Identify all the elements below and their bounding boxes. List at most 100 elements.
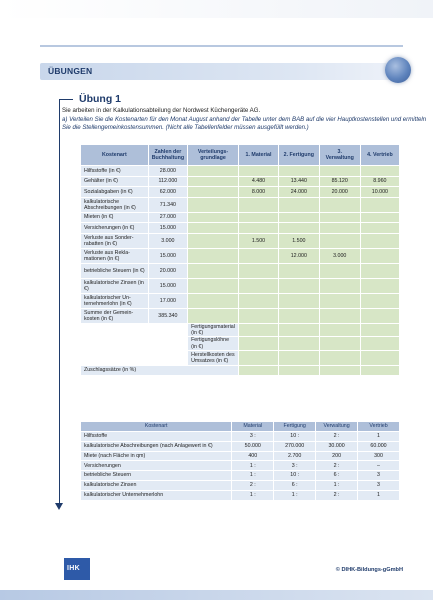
bab-cell-fertigung[interactable] [278,262,320,279]
dist-cell-verwaltung: 2 : [315,460,359,472]
bab-cell-verwaltung[interactable]: 85.120 [318,175,361,188]
dist-cell-material: 3 : [231,431,275,442]
bab-cell-vertrieb[interactable] [359,165,401,177]
bab-cell-grundlage[interactable] [187,165,239,177]
bab-cell-fertigung[interactable]: 24.000 [278,186,320,198]
bab-cell-grundlage[interactable] [187,262,239,279]
bab-row: kalkulatorischer Un­ternehmerlohn (in €)… [80,292,401,309]
bab-cell-material[interactable]: 8.000 [237,186,280,198]
bab-cell-material[interactable] [237,165,280,177]
bab-cell-material[interactable] [237,292,280,309]
bab-cell-material[interactable] [237,196,280,213]
dist-cell-material: 2 : [231,479,275,491]
bab-cell-vertrieb[interactable]: 10.000 [359,186,401,198]
bab-sub-cell[interactable] [359,336,401,351]
bab-sub-cell[interactable] [318,322,361,338]
bab-cell-fertigung[interactable] [278,277,320,294]
bab-cell-buchhaltung: 385.340 [147,307,189,324]
bab-cell-vertrieb[interactable] [359,196,401,213]
distribution-row: Versicherungen 1 :3 :2 : – [79,460,400,472]
bab-cell-verwaltung[interactable] [318,222,361,234]
bab-zuschlag-cell[interactable] [278,364,320,377]
distribution-row: Miete (nach Fläche in qm) 400 2.700 200 300 [79,450,400,462]
bab-cell-buchhaltung: 62.000 [147,186,189,198]
bab-cell-fertigung[interactable]: 13.440 [278,175,320,188]
bab-zuschlag-cell[interactable] [359,364,401,377]
bab-cell-grundlage[interactable] [187,211,239,224]
bab-cell-material[interactable]: 4.480 [237,175,280,188]
bab-cell-fertigung[interactable] [278,222,320,234]
bab-cell-fertigung[interactable] [278,307,320,324]
bab-cell-verwaltung[interactable] [318,307,361,324]
bab-cell-fertigung[interactable]: 12.000 [278,247,320,264]
bab-sub-cell[interactable] [318,349,361,366]
bab-sub-cell[interactable] [359,349,401,366]
bab-sub-row: Fertigungslöhne (in €) [79,336,401,351]
bab-row: Versicherungen (in €) 15.000 [80,222,401,234]
bab-cell-vertrieb[interactable] [359,232,401,249]
bab-cell-vertrieb[interactable] [359,307,401,324]
bab-cell-vertrieb[interactable] [359,222,401,234]
bab-cell-material[interactable] [237,277,280,294]
bab-cell-fertigung[interactable]: 1.500 [278,232,320,249]
bab-sub-cell[interactable] [237,336,280,351]
bab-cell-verwaltung[interactable] [318,196,361,213]
distribution-table: Kostenart Material Fertigung Verwaltung … [79,421,400,501]
bab-sub-cell[interactable] [278,322,320,338]
bab-cell-vertrieb[interactable] [359,292,401,309]
bab-sub-cell[interactable] [237,349,280,366]
dist-header-fertigung: Fertigung [273,421,317,432]
bab-header-row: Kostenart Zahlen der Buchhaltung Verteil… [80,144,401,166]
bab-cell-verwaltung[interactable] [318,211,361,224]
bab-sub-cell[interactable] [318,336,361,351]
bab-zuschlag-cell[interactable] [237,364,280,377]
bab-cell-verwaltung[interactable] [318,262,361,279]
dist-row-label: betriebliche Steuern [79,470,233,481]
bab-sub-cell[interactable] [278,336,320,351]
bab-cell-vertrieb[interactable] [359,211,401,224]
bab-cell-grundlage[interactable] [187,247,239,264]
bab-cell-verwaltung[interactable] [318,232,361,249]
bab-cell-material[interactable] [237,307,280,324]
bab-cell-grundlage[interactable] [187,277,239,294]
bab-cell-grundlage[interactable] [187,196,239,213]
bab-row-label: Versicherungen (in €) [80,222,149,234]
bab-cell-grundlage[interactable] [187,186,239,198]
bab-cell-vertrieb[interactable] [359,262,401,279]
dist-header-material: Material [231,421,275,432]
bab-cell-material[interactable] [237,247,280,264]
dist-cell-fertigung: 3 : [273,460,317,472]
bab-sub-cell[interactable] [278,349,320,366]
bab-row: Mieten (in €) 27.000 [80,211,401,224]
bab-cell-material[interactable] [237,262,280,279]
bab-cell-material[interactable] [237,222,280,234]
dist-cell-verwaltung: 6 : [315,470,359,481]
bab-zuschlag-cell[interactable] [318,364,361,377]
bab-cell-fertigung[interactable] [278,292,320,309]
bab-cell-verwaltung[interactable] [318,165,361,177]
bab-cell-vertrieb[interactable] [359,247,401,264]
bab-cell-verwaltung[interactable]: 3.000 [318,247,361,264]
bab-cell-grundlage[interactable] [187,222,239,234]
bab-cell-vertrieb[interactable] [359,277,401,294]
bab-cell-grundlage[interactable] [187,232,239,249]
bab-cell-material[interactable]: 1.500 [237,232,280,249]
bab-cell-grundlage[interactable] [187,307,239,324]
bab-cell-grundlage[interactable] [187,292,239,309]
dist-cell-vertrieb: 300 [357,450,400,462]
bab-cell-vertrieb[interactable]: 8.960 [359,175,401,188]
bab-sub-cell[interactable] [237,322,280,338]
bab-cell-fertigung[interactable] [278,165,320,177]
bab-sub-cell[interactable] [359,322,401,338]
bab-row-label: Summe der Gemein­kosten (in €) [80,307,149,324]
top-strip [0,0,433,18]
bab-cell-fertigung[interactable] [278,211,320,224]
bab-cell-grundlage[interactable] [187,175,239,188]
bab-cell-material[interactable] [237,211,280,224]
bab-empty-cell [79,336,189,351]
bab-cell-verwaltung[interactable]: 20.000 [318,186,361,198]
bab-cell-verwaltung[interactable] [318,277,361,294]
bab-cell-fertigung[interactable] [278,196,320,213]
bab-cell-verwaltung[interactable] [318,292,361,309]
bab-cell-buchhaltung: 15.000 [147,222,189,234]
